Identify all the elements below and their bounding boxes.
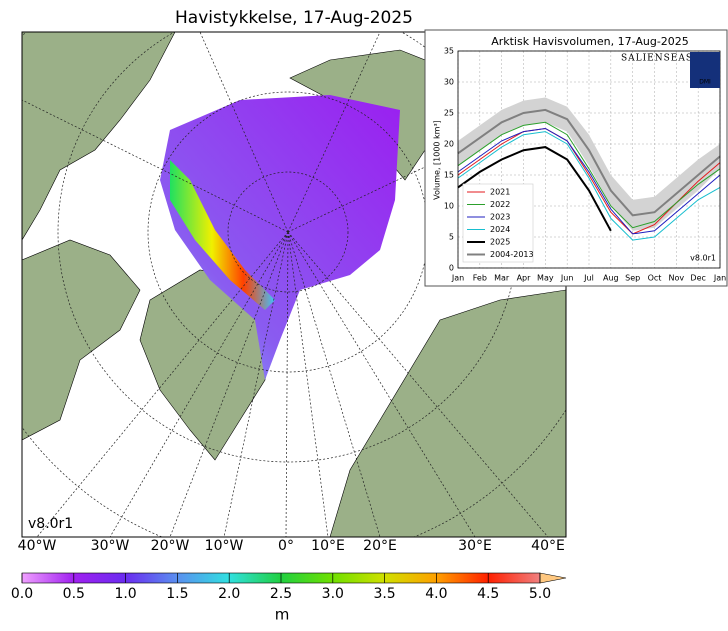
legend-label: 2024 (490, 225, 510, 234)
lon-label: 20°E (363, 538, 397, 554)
y-tick-label: 10 (444, 202, 454, 211)
y-tick-label: 35 (444, 47, 454, 56)
lon-label: 30°E (458, 538, 492, 554)
x-tick-label: Jun (560, 274, 574, 283)
inset-chart: Arktisk Havisvolumen, 17-Aug-2025 Volume,… (424, 29, 728, 287)
map-title: Havistykkelse, 17-Aug-2025 (175, 8, 413, 28)
graticule (227, 171, 349, 293)
legend-box (462, 183, 534, 263)
lon-label: 40°E (531, 538, 565, 554)
series-line (457, 131, 721, 241)
lon-label: 30°W (91, 538, 130, 554)
y-tick-label: 5 (449, 233, 454, 242)
lon-label: 0° (278, 538, 294, 554)
series-line (457, 121, 721, 229)
colorbar-tick-label: 0.5 (63, 586, 85, 602)
x-tick-label: Mar (494, 274, 510, 283)
x-tick-label: Jan (451, 274, 464, 283)
colorbar-extend (539, 572, 567, 584)
legend-label: 2022 (490, 200, 510, 209)
y-tick-label: 15 (444, 171, 454, 180)
legend-label: 2023 (490, 213, 510, 222)
sea-ice (160, 95, 400, 380)
lon-label: 20°W (151, 538, 190, 554)
x-tick-label: Jan (713, 274, 726, 283)
range-band (458, 97, 720, 231)
y-tick-label: 0 (449, 264, 454, 273)
dmi-badge-label: DMI (699, 79, 711, 86)
x-tick-label: Oct (648, 274, 662, 283)
logo-text: SALIENSEAS (621, 54, 693, 64)
series-line (457, 146, 612, 232)
land (22, 239, 141, 441)
legend-label: 2025 (490, 238, 510, 247)
x-tick-label: Nov (669, 274, 685, 283)
x-tick-label: May (537, 274, 554, 283)
x-tick-label: Jul (583, 274, 594, 283)
legend-label: 2004-2013 (490, 250, 534, 259)
colorbar: 0.0 0.5 1.0 1.5 2.0 2.5 3.0 3.5 4.0 4.5 5.0 (11, 572, 567, 602)
colorbar-unit: m (275, 606, 290, 624)
lon-label: 10°W (205, 538, 244, 554)
map-version: v8.0r1 (28, 516, 73, 532)
chart-version: v8.0r1 (690, 254, 716, 263)
land (22, 32, 176, 241)
colorbar-tick-label: 3.0 (322, 586, 344, 602)
lon-label: 40°W (18, 538, 57, 554)
x-tick-label: Feb (473, 274, 487, 283)
lon-label: 10°E (311, 538, 345, 554)
x-tick-label: Dec (690, 274, 705, 283)
dmi-badge (690, 52, 720, 88)
colorbar-tick-label: 4.5 (477, 586, 499, 602)
y-tick-label: 25 (444, 109, 454, 118)
colorbar-tick-label: 2.0 (218, 586, 240, 602)
thick-ice (170, 160, 275, 310)
y-tick-label: 30 (444, 78, 454, 87)
colorbar-tick-label: 5.0 (529, 586, 551, 602)
x-tick-label: Apr (517, 274, 532, 283)
x-tick-label: Aug (603, 274, 619, 283)
x-tick-label: Sep (625, 274, 640, 283)
colorbar-tick-label: 2.5 (270, 586, 292, 602)
land (329, 289, 566, 537)
series-line (457, 108, 721, 217)
colorbar-tick-label: 1.5 (166, 586, 188, 602)
y-tick-label: 20 (444, 140, 454, 149)
legend-label: 2021 (490, 188, 510, 197)
colorbar-tick-label: 1.0 (114, 586, 136, 602)
series-line (457, 127, 721, 235)
plot-frame (457, 50, 721, 269)
chart-title: Arktisk Havisvolumen, 17-Aug-2025 (491, 35, 689, 48)
colorbar-tick-label: 4.0 (425, 586, 447, 602)
colorbar-tick-label: 0.0 (11, 586, 33, 602)
colorbar-tick-label: 3.5 (373, 586, 395, 602)
y-axis-label: Volume, [1000 km³] (433, 120, 442, 200)
lon-labels: 40°W 30°W 20°W 10°W 0° 10°E 20°E 30°E 40°E (18, 538, 565, 554)
